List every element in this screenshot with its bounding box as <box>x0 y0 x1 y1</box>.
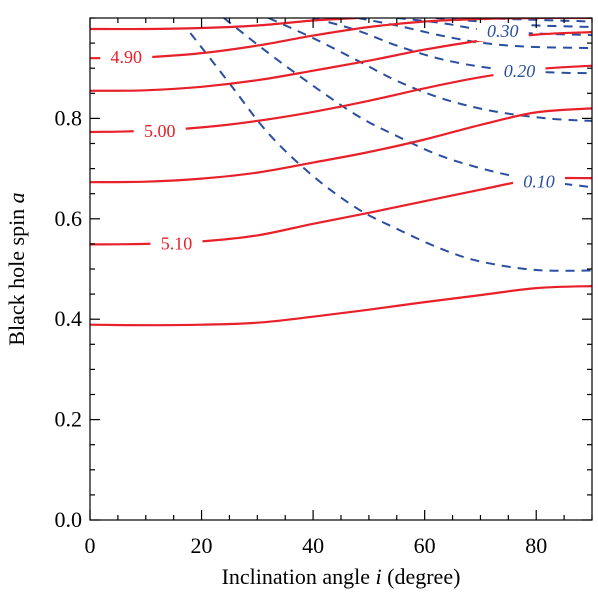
axis-ticks: 0 20 40 60 80 0.0 0.2 0.4 0.6 0.8 <box>55 17 593 558</box>
contour-label-5.10: 5.10 <box>161 233 193 253</box>
contour-label-gap <box>476 21 529 42</box>
x-tick-label: 80 <box>525 533 547 558</box>
contour-label-gap <box>100 47 153 68</box>
x-axis-title: Inclination angle i (degree) <box>222 564 461 589</box>
y-tick-label: 0.2 <box>55 407 83 432</box>
dashed-contour-1 <box>223 18 592 189</box>
solid-contour-4 <box>90 107 592 184</box>
contour-label-gap <box>133 120 186 141</box>
y-tick-label: 0.8 <box>55 105 83 130</box>
contour-label-0.30: 0.30 <box>487 21 519 41</box>
y-tick-label: 0.4 <box>55 306 83 331</box>
y-tick-label: 0.0 <box>55 507 83 532</box>
solid-contour-0 <box>90 18 358 31</box>
y-tick-label: 0.6 <box>55 206 83 231</box>
solid-contour-6 <box>90 285 592 327</box>
contour-label-0.20: 0.20 <box>504 61 536 81</box>
plot-frame <box>89 17 593 521</box>
contour-label-gap <box>513 171 566 192</box>
dashed-contour-7 <box>480 18 592 23</box>
y-axis-title: Black hole spin a <box>4 192 29 345</box>
dashed-contour-0 <box>189 32 592 272</box>
contour-label-4.90: 4.90 <box>111 47 143 67</box>
x-tick-label: 40 <box>302 533 324 558</box>
dashed-contour-3 <box>312 18 592 75</box>
x-tick-label: 20 <box>191 533 213 558</box>
contour-label-5.00: 5.00 <box>144 121 176 141</box>
contour-label-gap <box>493 61 546 82</box>
contour-label-gap <box>150 233 203 254</box>
contour-label-0.10: 0.10 <box>523 172 555 192</box>
x-tick-label: 60 <box>414 533 436 558</box>
contour-labels: 4.90 5.00 5.10 0.30 0.20 0.10 <box>100 21 566 254</box>
x-tick-label: 0 <box>85 533 96 558</box>
